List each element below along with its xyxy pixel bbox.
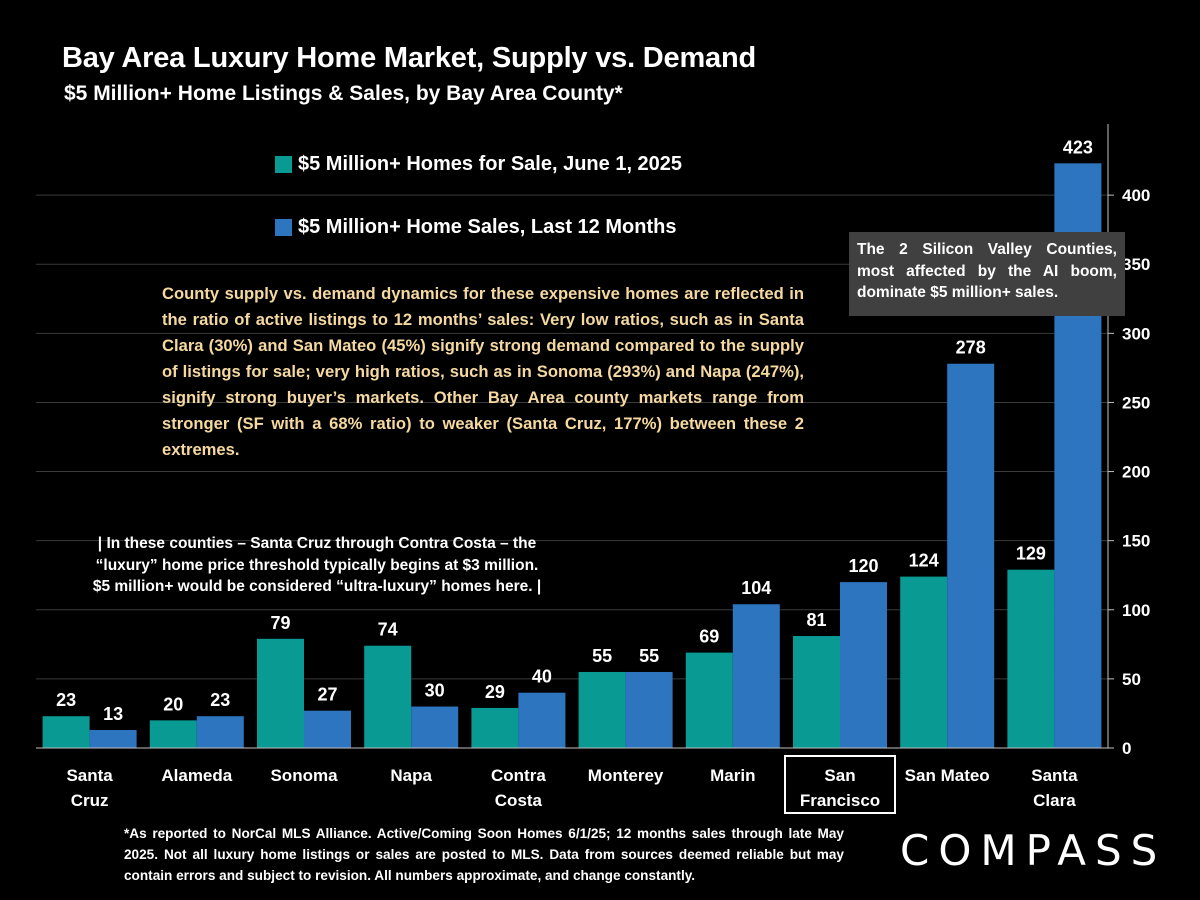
data-label: 40 [532,667,552,687]
bar-for-sale [42,716,90,748]
x-category-label: Santa [66,766,113,785]
y-tick-label: 400 [1122,186,1150,205]
y-tick-label: 100 [1122,601,1150,620]
bar-for-sale [900,576,948,748]
bar-sales [625,671,673,748]
bar-sales [947,363,995,748]
bar-for-sale [578,671,626,748]
y-tick-label: 300 [1122,324,1150,343]
legend-label-sales: $5 Million+ Home Sales, Last 12 Months [298,216,677,238]
x-category-label: Sonoma [270,766,338,785]
bar-for-sale [685,652,733,748]
x-category-label: Napa [390,766,432,785]
highlight-box-san-francisco [784,755,896,814]
y-tick-label: 200 [1122,463,1150,482]
x-category-label: San Mateo [905,766,990,785]
x-category-label: Monterey [588,766,664,785]
data-label: 278 [956,338,986,358]
silicon-valley-callout: The 2 Silicon Valley Counties, most affe… [849,232,1125,316]
x-category-label: Clara [1033,791,1076,810]
data-label: 69 [699,627,719,647]
bar-sales [304,710,351,748]
chart-title: Bay Area Luxury Home Market, Supply vs. … [62,42,757,74]
data-label: 20 [163,694,183,714]
y-tick-label: 250 [1122,393,1150,412]
data-label: 129 [1016,544,1046,564]
x-category-label: Francisco [800,791,880,810]
bar-sales [518,692,566,748]
ultra-luxury-note: | In these counties – Santa Cruz through… [42,533,592,598]
legend-item-for-sale: $5 Million+ Homes for Sale, June 1, 2025 [275,153,682,176]
compass-logo-text: COMPASS [900,826,1156,874]
data-label: 13 [103,704,123,724]
ultra-luxury-note-line-1: | In these counties – Santa Cruz through… [97,535,537,552]
x-category-label: San [824,766,855,785]
bar-sales [732,604,780,748]
data-label: 55 [639,646,659,666]
x-category-label: Santa [1031,766,1078,785]
data-label: 23 [56,690,76,710]
data-label: 55 [592,646,612,666]
data-label: 120 [848,556,878,576]
y-tick-label: 50 [1122,670,1141,689]
legend-item-sales: $5 Million+ Home Sales, Last 12 Months [275,216,676,239]
chart-subtitle: $5 Million+ Home Listings & Sales, by Ba… [64,82,623,105]
legend-swatch-blue [275,219,292,236]
y-tick-label: 350 [1122,255,1150,274]
x-category-label: Cruz [71,791,109,810]
data-label: 23 [210,690,230,710]
x-category-label: Costa [495,791,543,810]
bar-sales [89,730,137,748]
bar-sales [411,706,459,748]
legend-swatch-teal [275,156,292,173]
legend-label-for-sale: $5 Million+ Homes for Sale, June 1, 2025 [298,153,683,175]
bar-for-sale [364,645,412,748]
ultra-luxury-note-line-3: $5 million+ would be considered “ultra-l… [92,578,542,595]
data-label: 81 [806,610,826,630]
bar-for-sale [257,638,304,748]
data-label: 423 [1063,137,1093,157]
bar-for-sale [1007,569,1055,748]
footnote: *As reported to NorCal MLS Alliance. Act… [124,826,844,883]
compass-logo: COMPASS [900,826,1156,874]
data-label: 29 [485,682,505,702]
y-tick-label: 0 [1122,739,1131,758]
data-label: 74 [378,620,398,640]
bar-sales [196,716,244,748]
x-category-label: Marin [710,766,755,785]
bar-sales [840,582,887,748]
x-category-label: Contra [491,766,546,785]
data-label: 104 [741,578,771,598]
bar-for-sale [471,707,519,748]
bar-for-sale [149,720,197,748]
data-label: 79 [270,613,290,633]
data-label: 30 [425,681,445,701]
data-label: 27 [317,685,337,705]
data-label: 124 [909,551,939,571]
y-tick-label: 150 [1122,532,1150,551]
x-category-label: Alameda [161,766,232,785]
ultra-luxury-note-line-2: “luxury” home price threshold typically … [95,556,539,574]
bar-for-sale [793,636,840,748]
ratio-explanation-note: County supply vs. demand dynamics for th… [162,284,804,459]
